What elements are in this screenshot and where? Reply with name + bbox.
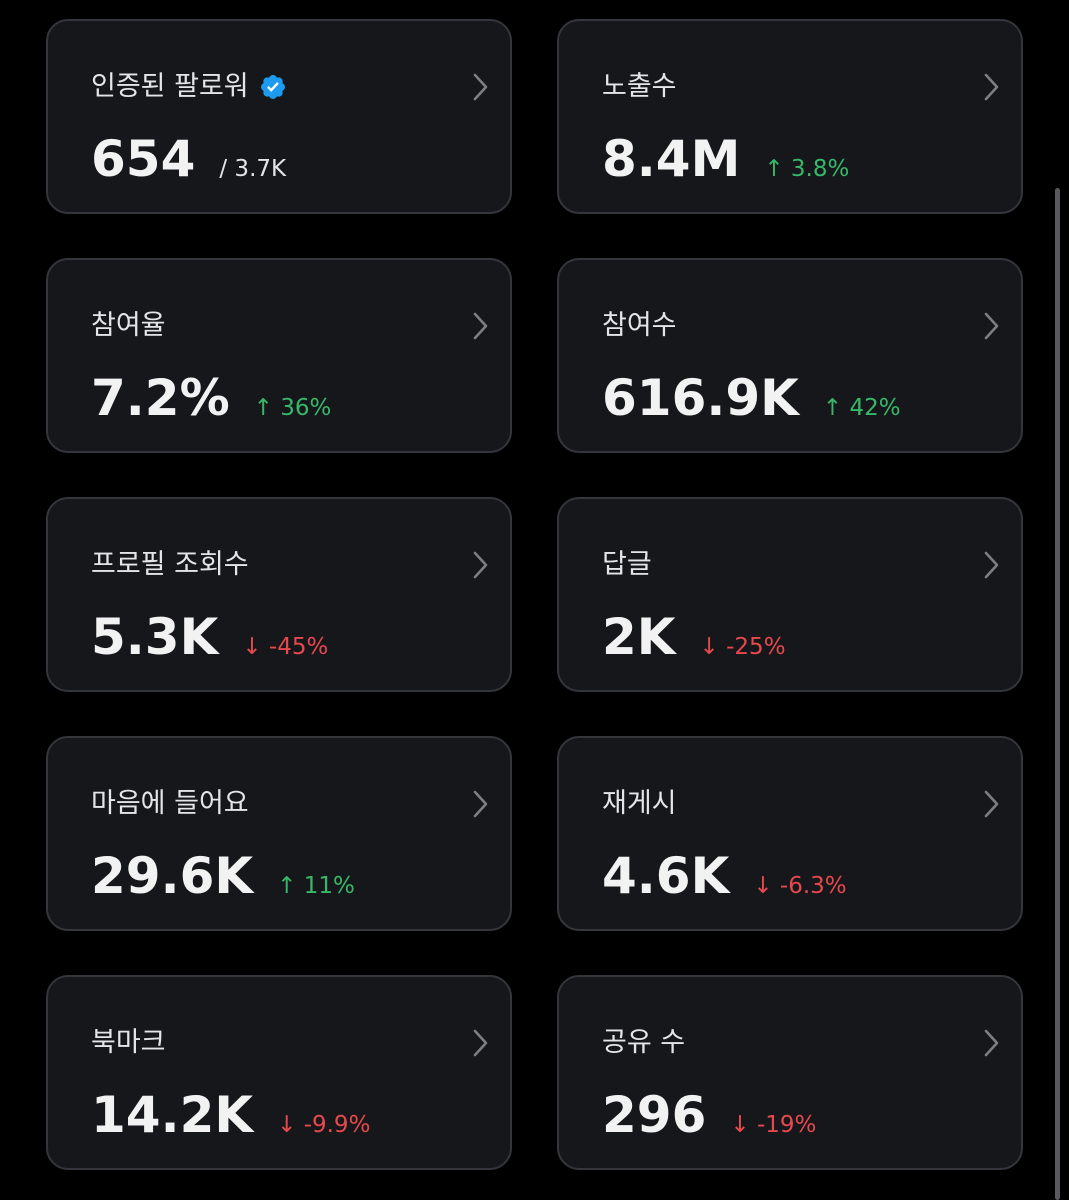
metric-change: ↓ -6.3% [753,873,847,899]
chevron-right-icon [473,551,488,579]
metric-value-row: 7.2% ↑ 36% [91,368,331,428]
metric-card-impressions[interactable]: 노출수 8.4M ↑ 3.8% [557,19,1023,214]
metric-change: ↑ 42% [822,395,901,421]
metrics-grid: 인증된 팔로워 654 / 3.7K 노출수 8.4M ↑ 3.8% 참여율 [46,19,1023,1170]
metric-label: 프로필 조회수 [91,549,249,580]
chevron-right-icon [473,73,488,101]
chevron-right-icon [984,73,999,101]
metric-value-row: 4.6K ↓ -6.3% [602,846,847,906]
metric-value: 14.2K [91,1086,254,1144]
metric-label: 공유 수 [602,1027,686,1058]
chevron-right-icon [473,312,488,340]
metric-value: 5.3K [91,608,219,666]
metric-card-likes[interactable]: 마음에 들어요 29.6K ↑ 11% [46,736,512,931]
metric-card-reposts[interactable]: 재게시 4.6K ↓ -6.3% [557,736,1023,931]
metric-value: 616.9K [602,369,799,427]
chevron-right-icon [984,790,999,818]
chevron-right-icon [984,1029,999,1057]
metric-label: 노출수 [602,71,677,102]
metric-value-row: 14.2K ↓ -9.9% [91,1085,370,1145]
metric-value: 4.6K [602,847,730,905]
metric-label: 북마크 [91,1027,166,1058]
metric-change: ↑ 11% [277,873,355,899]
metric-card-engagements[interactable]: 참여수 616.9K ↑ 42% [557,258,1023,453]
metric-label: 참여수 [602,310,677,341]
metric-change: ↓ -25% [699,634,786,660]
metric-value-row: 5.3K ↓ -45% [91,607,328,667]
metric-card-replies[interactable]: 답글 2K ↓ -25% [557,497,1023,692]
chevron-right-icon [473,1029,488,1057]
chevron-right-icon [984,551,999,579]
metric-value: 296 [602,1086,707,1144]
metric-total: / 3.7K [219,156,287,182]
verified-badge-icon [259,73,287,101]
metric-label: 인증된 팔로워 [91,71,249,102]
metric-change: ↓ -45% [242,634,329,660]
metric-value: 8.4M [602,130,741,188]
metric-card-profile-views[interactable]: 프로필 조회수 5.3K ↓ -45% [46,497,512,692]
metric-value-row: 616.9K ↑ 42% [602,368,901,428]
chevron-right-icon [984,312,999,340]
metric-label: 재게시 [602,788,677,819]
metric-value-row: 29.6K ↑ 11% [91,846,355,906]
metric-value-row: 2K ↓ -25% [602,607,786,667]
metric-card-shares[interactable]: 공유 수 296 ↓ -19% [557,975,1023,1170]
metric-change: ↑ 36% [253,395,332,421]
metric-value: 2K [602,608,676,666]
metric-value-row: 654 / 3.7K [91,129,286,189]
chevron-right-icon [473,790,488,818]
metric-value-row: 8.4M ↑ 3.8% [602,129,849,189]
metric-label: 참여율 [91,310,166,341]
vertical-scrollbar[interactable] [1055,188,1060,1200]
metric-value: 7.2% [91,369,230,427]
metric-card-bookmarks[interactable]: 북마크 14.2K ↓ -9.9% [46,975,512,1170]
metric-label: 답글 [602,549,652,580]
metric-change: ↓ -19% [730,1112,817,1138]
metric-change: ↑ 3.8% [764,156,850,182]
metric-change: ↓ -9.9% [277,1112,371,1138]
metric-label: 마음에 들어요 [91,788,249,819]
metric-card-engagement-rate[interactable]: 참여율 7.2% ↑ 36% [46,258,512,453]
metric-value-row: 296 ↓ -19% [602,1085,816,1145]
metric-value: 29.6K [91,847,254,905]
metric-value: 654 [91,130,196,188]
metric-card-verified-followers[interactable]: 인증된 팔로워 654 / 3.7K [46,19,512,214]
metric-label-row: 인증된 팔로워 [91,67,287,107]
